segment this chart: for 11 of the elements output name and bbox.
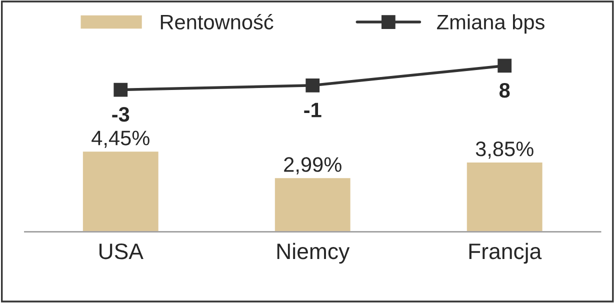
data-label: -3 xyxy=(112,106,130,122)
data-label: -1 xyxy=(304,102,322,118)
data-label: 2,99% xyxy=(284,157,342,174)
legend-label: Zmiana bps xyxy=(437,14,544,34)
data-label: 8 xyxy=(499,82,510,98)
x-tick-label: Francja xyxy=(469,242,542,264)
data-label: 4,45% xyxy=(92,130,150,148)
data-label: 3,85% xyxy=(476,142,534,159)
legend-label: Rentowność xyxy=(160,14,274,30)
x-tick-label: Niemcy xyxy=(277,242,350,264)
x-tick-label: USA xyxy=(100,243,144,260)
